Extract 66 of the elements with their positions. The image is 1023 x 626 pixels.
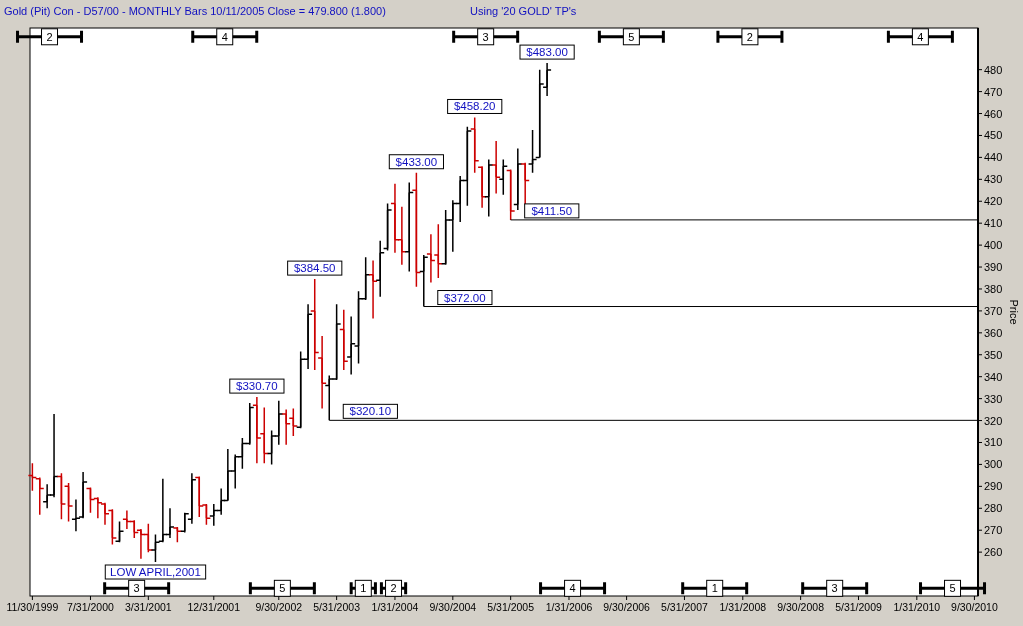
annotation: 5 (279, 582, 286, 595)
y-tick-label: 470 (984, 85, 1003, 98)
annotation: 3 (133, 582, 140, 595)
ref-line-label: $372.00 (444, 291, 486, 304)
chart-title: Gold (Pit) Con - D57/00 - MONTHLY Bars 10/11/2005 Close = 479.800 (1.800) (4, 5, 386, 17)
y-tick-label: 480 (984, 63, 1003, 76)
y-tick-label: 400 (984, 239, 1003, 252)
x-tick-label: 1/31/2008 (719, 601, 767, 613)
y-tick-label: 260 (984, 546, 1003, 559)
annotation: LOW APRIL,2001 (110, 566, 201, 579)
ref-line-label: $411.50 (531, 204, 573, 217)
annotation: $330.70 (236, 380, 278, 393)
y-tick-label: 290 (984, 480, 1003, 493)
x-tick-label: 7/31/2000 (67, 601, 114, 613)
ref-line-label: $320.10 (349, 405, 392, 418)
annotation: $483.00 (526, 46, 568, 59)
y-tick-label: 410 (984, 217, 1003, 230)
x-tick-label: 11/30/1999 (6, 601, 59, 613)
x-tick-label: 9/30/2010 (951, 601, 998, 613)
y-tick-label: 360 (984, 326, 1003, 339)
x-tick-label: 9/30/2004 (429, 601, 477, 613)
y-tick-label: 430 (984, 173, 1003, 186)
x-tick-label: 5/31/2003 (313, 601, 361, 613)
chart-subtitle: Using '20 GOLD' TP's (470, 5, 577, 17)
annotation: $384.50 (293, 262, 336, 275)
y-tick-label: 300 (984, 458, 1003, 471)
y-tick-label: 320 (984, 414, 1003, 427)
annotation: 2 (46, 30, 53, 43)
annotation: 4 (221, 30, 228, 43)
y-tick-label: 270 (984, 524, 1003, 537)
y-tick-label: 420 (984, 195, 1003, 208)
x-tick-label: 5/31/2009 (835, 601, 882, 613)
y-tick-label: 370 (984, 304, 1003, 317)
x-tick-label: 9/30/2006 (603, 601, 651, 613)
annotation: 2 (746, 30, 753, 43)
y-tick-label: 350 (984, 348, 1003, 361)
y-tick-label: 330 (984, 392, 1003, 405)
x-tick-label: 9/30/2008 (777, 601, 825, 613)
annotation: 2 (390, 582, 397, 595)
annotation: 3 (831, 582, 838, 595)
y-tick-label: 460 (984, 107, 1003, 120)
annotation: 5 (949, 582, 956, 595)
annotation: 4 (569, 582, 576, 595)
y-tick-label: 340 (984, 370, 1003, 383)
y-tick-label: 380 (984, 282, 1003, 295)
y-tick-label: 390 (984, 261, 1003, 274)
x-tick-label: 12/31/2001 (187, 601, 241, 613)
x-tick-label: 5/31/2005 (487, 601, 535, 613)
y-tick-label: 450 (984, 129, 1003, 142)
y-tick-label: 310 (984, 436, 1003, 449)
annotation: 5 (628, 30, 635, 43)
annotation: 1 (711, 582, 718, 595)
annotation: $458.20 (453, 100, 496, 113)
x-tick-label: 5/31/2007 (661, 601, 708, 613)
y-tick-label: 440 (984, 151, 1003, 164)
annotation: $433.00 (395, 155, 438, 168)
x-tick-label: 3/31/2001 (124, 601, 172, 613)
y-tick-label: 280 (984, 502, 1003, 515)
x-tick-label: 1/31/2006 (545, 601, 593, 613)
x-tick-label: 1/31/2010 (893, 601, 941, 613)
annotation: 1 (360, 582, 367, 595)
annotation: 3 (482, 30, 489, 43)
x-tick-label: 1/31/2004 (371, 601, 419, 613)
annotation: 4 (917, 30, 924, 43)
y-axis-title: Price (1008, 299, 1020, 325)
x-tick-label: 9/30/2002 (255, 601, 303, 613)
